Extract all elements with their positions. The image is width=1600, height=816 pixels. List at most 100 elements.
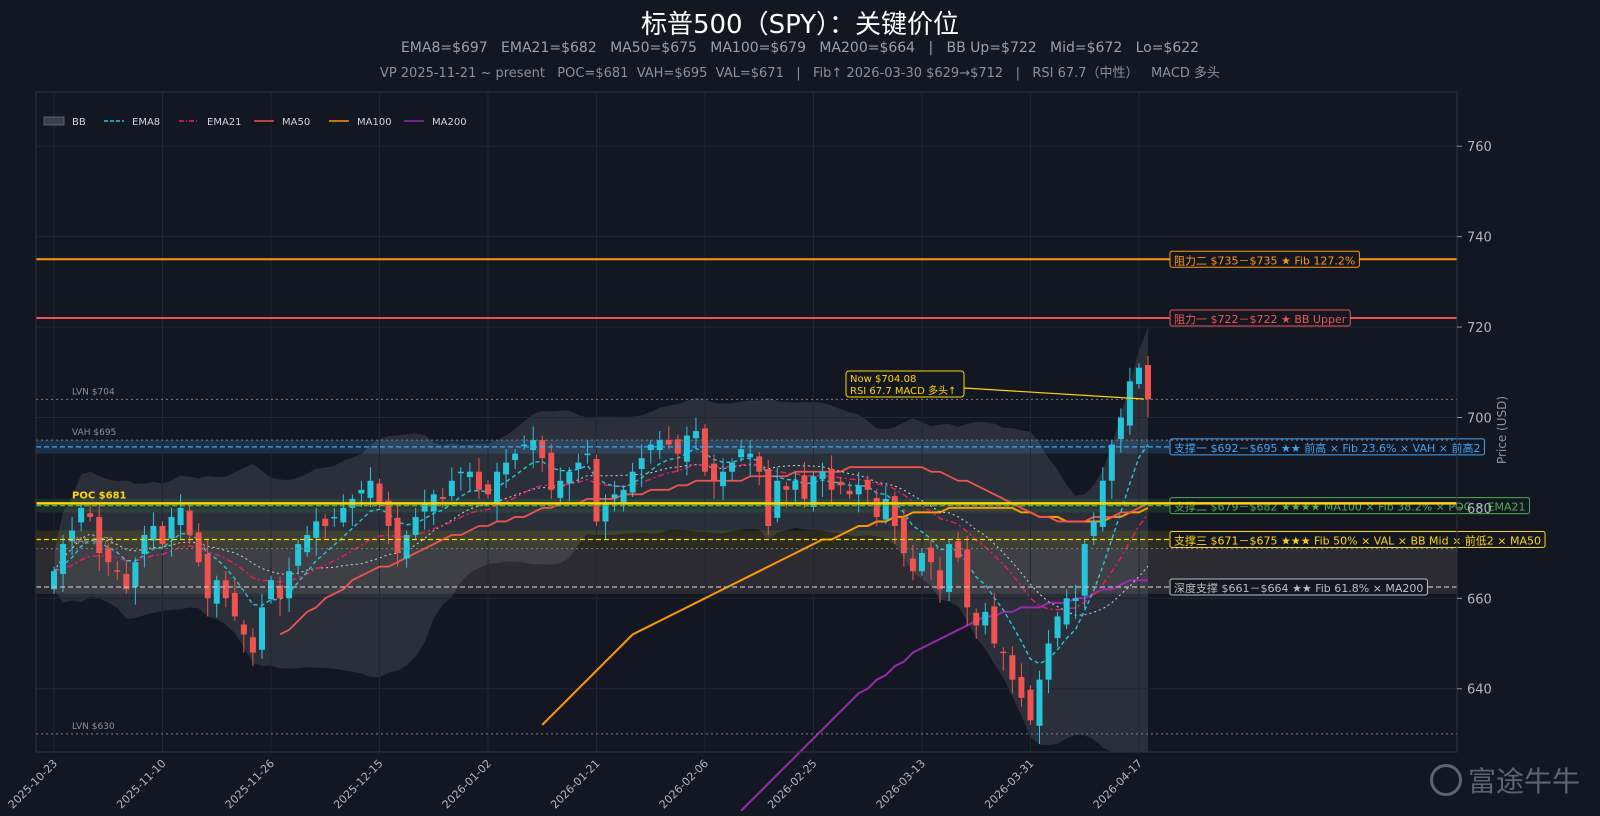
candle-body — [982, 611, 989, 626]
level-label-box — [1169, 531, 1546, 549]
candle-body — [918, 553, 925, 572]
candle-body — [1135, 367, 1142, 385]
candle-body — [819, 471, 826, 479]
candle-body — [1018, 676, 1025, 698]
candle-body — [394, 517, 401, 554]
y-tick-label: 760 — [1467, 140, 1492, 155]
candle-body — [701, 428, 708, 472]
candle-body — [150, 525, 157, 541]
candle-body — [286, 571, 293, 599]
x-tick-label: 2026-01-02 — [440, 757, 494, 811]
candle-body — [575, 462, 582, 470]
candle-body — [1145, 365, 1151, 400]
candle-body — [141, 535, 148, 554]
legend-label: EMA8 — [132, 117, 160, 128]
candle-body — [231, 592, 238, 617]
x-tick-label: 2026-04-17 — [1091, 757, 1145, 811]
candle-body — [78, 507, 85, 523]
candle-body — [385, 500, 392, 526]
candle-body — [955, 541, 962, 558]
candle-body — [69, 530, 76, 542]
candle-body — [376, 483, 383, 504]
watermark: 富途牛牛 — [1429, 760, 1580, 800]
candle-body — [711, 463, 718, 481]
annotation-arrow — [963, 387, 1145, 400]
candle-body — [1045, 643, 1052, 680]
candle-body — [313, 521, 320, 538]
y-axis-label: Price (USD) — [1495, 396, 1509, 464]
x-tick-label: 2025-10-23 — [6, 757, 60, 811]
candle-body — [340, 507, 347, 523]
candle-body — [539, 440, 546, 459]
candle-body — [891, 496, 898, 526]
legend-label: BB — [72, 117, 86, 128]
y-tick-label: 640 — [1467, 683, 1492, 698]
candle-body — [475, 471, 482, 490]
x-tick-label: 2025-11-10 — [114, 757, 168, 811]
candle-body — [304, 535, 311, 553]
annotation-line1: Now $704.08 — [850, 374, 916, 385]
candle-body — [331, 516, 338, 519]
candle-body — [448, 480, 455, 497]
candle-body — [1081, 544, 1088, 596]
candle-body — [756, 456, 763, 472]
candle-body — [132, 562, 139, 587]
candle-body — [801, 475, 808, 499]
candle-body — [647, 444, 654, 451]
candle-body — [466, 471, 473, 478]
candle-body — [964, 549, 971, 608]
legend-label: MA50 — [282, 117, 310, 128]
candle-body — [566, 471, 573, 484]
level-label: 深度支撑 $661－$664 ★★ Fib 61.8% × MA200 — [1174, 581, 1423, 595]
candle-body — [403, 535, 410, 559]
candle-body — [1054, 616, 1061, 639]
profile-label: POC $681 — [72, 490, 127, 501]
profile-label: VAL $671 — [72, 537, 115, 547]
candle-body — [548, 452, 555, 490]
candle-body — [159, 525, 166, 545]
chart-subtitle-indicators: EMA8=$697 EMA21=$682 MA50=$675 MA100=$67… — [400, 40, 1200, 56]
level-label-box — [1169, 309, 1351, 327]
candle-body — [873, 497, 880, 517]
candle-body — [322, 518, 329, 526]
candle-body — [629, 471, 636, 493]
candle-body — [991, 606, 998, 644]
candle-body — [593, 459, 600, 522]
candle-body — [909, 558, 916, 572]
x-tick-label: 2026-02-06 — [657, 757, 711, 811]
candle-body — [421, 503, 428, 512]
candle-body — [512, 453, 519, 460]
candle-body — [168, 516, 175, 539]
candle-body — [864, 479, 871, 490]
level-label-box — [1169, 250, 1360, 268]
chart-subtitle-profile: VP 2025-11-21 ~ present POC=$681 VAH=$69… — [379, 66, 1221, 81]
annotation-line2: RSI 67.7 MACD 多头↑ — [850, 384, 956, 397]
candle-body — [240, 624, 247, 635]
y-tick-label: 680 — [1467, 502, 1492, 517]
candle-body — [503, 462, 510, 475]
legend: BB EMA8 EMA21 MA50 MA100 MA200 — [43, 116, 467, 128]
candle-body — [195, 532, 202, 563]
candle-body — [267, 580, 274, 600]
bollinger-band-fill — [54, 326, 1148, 752]
x-tick-label: 2025-11-26 — [223, 757, 277, 811]
candle-body — [87, 513, 94, 517]
candle-body — [792, 480, 799, 490]
candle-body — [656, 440, 663, 451]
candle-body — [1036, 679, 1043, 726]
y-tick-label: 660 — [1467, 592, 1492, 607]
candles — [51, 356, 1151, 744]
candle-body — [1027, 689, 1034, 721]
chart-title: 标普500（SPY）：关键价位 — [640, 10, 960, 40]
candle-body — [557, 480, 564, 498]
ma200-line — [740, 579, 1148, 812]
level-label: 阻力一 $722－$722 ★ BB Upper — [1174, 313, 1347, 326]
level-label: 支撑三 $671－$675 ★★★ Fib 50% × VAL × BB Mid… — [1174, 534, 1541, 548]
candle-body — [774, 480, 781, 518]
candle-body — [1117, 417, 1124, 440]
legend-label: MA200 — [432, 117, 467, 128]
candle-body — [1090, 521, 1097, 536]
candle-body — [186, 510, 193, 536]
